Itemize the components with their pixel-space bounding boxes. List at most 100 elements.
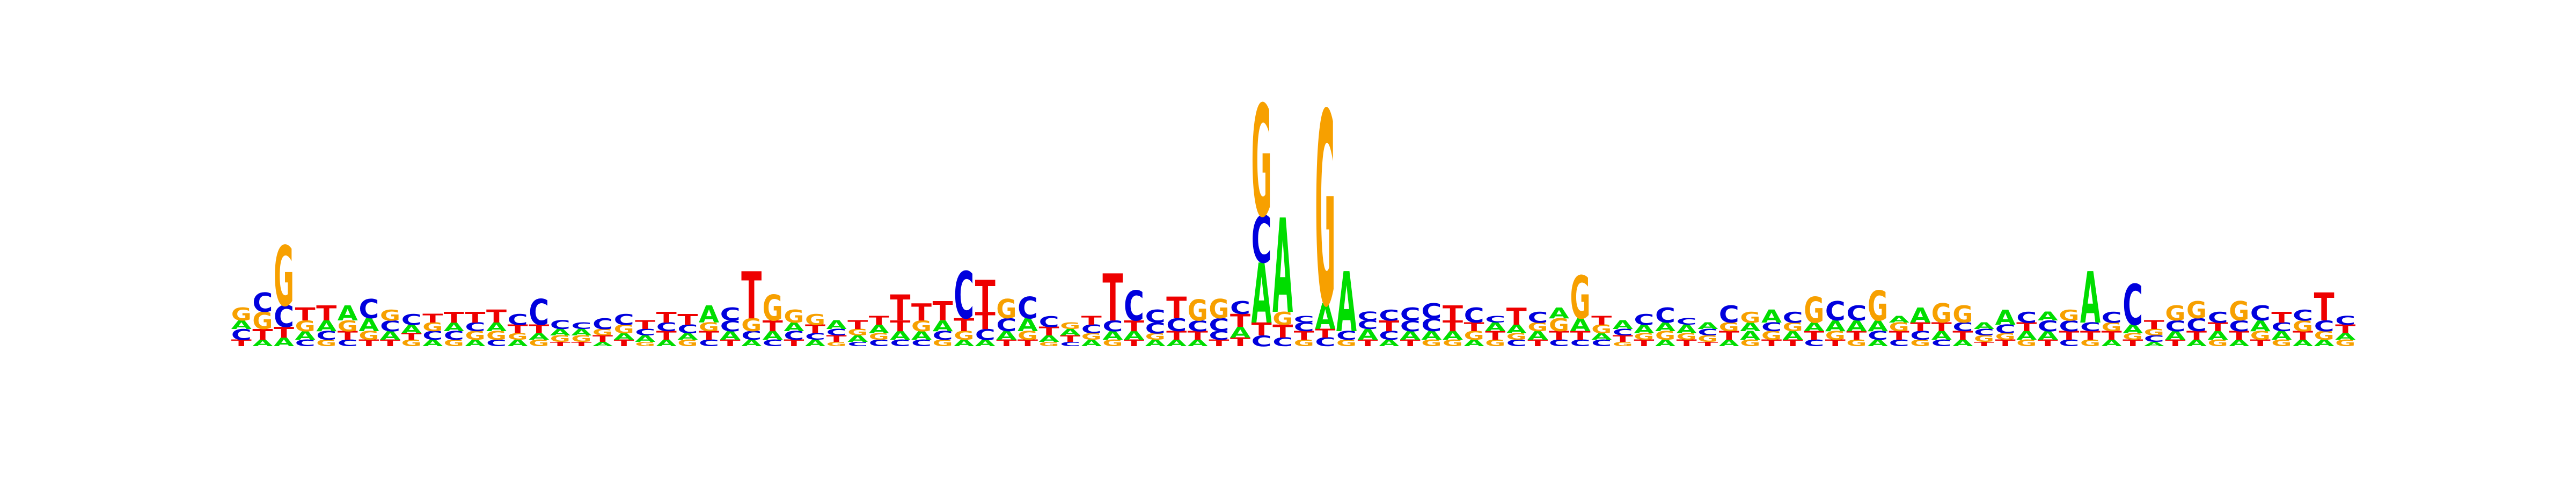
logo-letter-A-col-99: A bbox=[2314, 338, 2335, 348]
logo-letter-T-col-39: T bbox=[1039, 325, 1059, 338]
logo-letter-A-col-81: A bbox=[1931, 329, 1952, 342]
logo-letter-T-col-58: T bbox=[1443, 318, 1463, 335]
logo-letter-C-col-73: C bbox=[1761, 320, 1782, 334]
logo-letter-T-col-28: T bbox=[805, 323, 825, 336]
logo-letter-C-col-6: C bbox=[338, 338, 358, 348]
logo-letter-G-col-31: G bbox=[869, 332, 889, 342]
logo-letter-A-col-8: A bbox=[380, 329, 401, 342]
logo-letter-C-col-81: C bbox=[1931, 338, 1952, 348]
logo-letter-T-col-43: T bbox=[1124, 318, 1144, 335]
logo-letter-A-col-68: A bbox=[1655, 320, 1676, 334]
logo-letter-T-col-31: T bbox=[869, 314, 889, 327]
logo-letter-A-col-30: A bbox=[847, 334, 868, 344]
logo-letter-C-col-97: C bbox=[2271, 320, 2292, 334]
logo-letter-C-col-33: C bbox=[911, 338, 932, 348]
logo-letter-C-col-74: C bbox=[1783, 309, 1803, 326]
logo-letter-A-col-67: A bbox=[1634, 323, 1655, 336]
logo-letter-T-col-50: T bbox=[1272, 321, 1293, 342]
logo-letter-A-col-91: A bbox=[2144, 341, 2165, 348]
logo-letter-C-col-68: C bbox=[1655, 304, 1675, 328]
logo-letter-A-col-35: A bbox=[954, 338, 975, 348]
logo-letter-G-col-10: G bbox=[422, 320, 443, 334]
logo-letter-C-col-90: C bbox=[2123, 274, 2143, 338]
logo-letter-T-col-61: T bbox=[1506, 303, 1527, 331]
logo-letter-A-col-62: A bbox=[1527, 329, 1548, 342]
logo-letter-A-col-33: A bbox=[911, 329, 932, 342]
logo-letter-C-col-57: C bbox=[1421, 315, 1441, 335]
logo-letter-C-col-20: C bbox=[635, 327, 655, 338]
logo-letter-A-col-7: A bbox=[358, 314, 379, 335]
logo-letter-A-col-40: A bbox=[1060, 327, 1081, 338]
logo-letter-A-col-93: A bbox=[2186, 338, 2207, 348]
logo-letter-A-col-54: A bbox=[1358, 326, 1378, 343]
logo-letter-A-col-72: A bbox=[1740, 320, 1761, 334]
logo-letter-A-col-11: A bbox=[444, 320, 465, 334]
logo-letter-C-col-91: C bbox=[2144, 334, 2164, 344]
logo-letter-A-col-92: A bbox=[2165, 329, 2186, 342]
logo-letter-C-col-55: C bbox=[1379, 329, 1399, 342]
logo-letter-T-col-33: T bbox=[911, 298, 932, 326]
logo-letter-C-col-22: C bbox=[677, 323, 698, 336]
logo-letter-C-col-88: C bbox=[2080, 320, 2101, 334]
logo-letter-T-col-6: T bbox=[338, 329, 358, 342]
logo-letter-G-col-13: G bbox=[486, 328, 507, 342]
logo-letter-C-col-71: C bbox=[1719, 301, 1739, 328]
logo-letter-C-col-61: C bbox=[1506, 338, 1527, 348]
logo-letter-T-col-32: T bbox=[890, 318, 910, 335]
logo-letter-T-col-5: T bbox=[316, 302, 336, 326]
logo-letter-A-col-84: A bbox=[1995, 306, 2016, 330]
logo-letter-G-col-79: G bbox=[1889, 320, 1909, 334]
logo-letter-G-col-91: G bbox=[2144, 327, 2164, 338]
logo-letter-C-col-27: C bbox=[784, 329, 804, 342]
logo-letter-A-col-76: A bbox=[1825, 318, 1846, 335]
logo-letter-C-col-54: C bbox=[1358, 310, 1378, 323]
logo-letter-A-col-60: A bbox=[1485, 320, 1506, 334]
logo-letter-C-col-62: C bbox=[1527, 309, 1548, 326]
logo-letter-A-col-34: A bbox=[933, 318, 953, 335]
logo-letter-T-col-42: T bbox=[1102, 261, 1123, 336]
logo-letter-T-col-1: T bbox=[231, 338, 252, 348]
logo-letter-A-col-20: A bbox=[635, 334, 656, 344]
logo-letter-G-col-12: G bbox=[465, 328, 485, 342]
logo-letter-T-col-86: T bbox=[2038, 338, 2058, 348]
logo-letter-G-col-73: G bbox=[1761, 328, 1782, 342]
logo-letter-A-col-49: A bbox=[1252, 246, 1272, 342]
logo-letter-T-col-11: T bbox=[444, 309, 464, 326]
logo-letter-C-col-64: C bbox=[1570, 338, 1591, 348]
logo-letter-T-col-38: T bbox=[1018, 338, 1038, 348]
logo-letter-T-col-7: T bbox=[358, 338, 379, 348]
logo-letter-G-col-5: G bbox=[316, 338, 336, 348]
logo-letter-T-col-88: T bbox=[2080, 329, 2101, 342]
logo-letter-A-col-69: A bbox=[1677, 323, 1697, 336]
logo-letter-T-col-41: T bbox=[1081, 314, 1102, 327]
logo-letter-G-col-50: G bbox=[1272, 309, 1293, 330]
logo-letter-G-col-58: G bbox=[1443, 338, 1463, 348]
logo-letter-C-col-38: C bbox=[1018, 291, 1038, 326]
logo-letter-C-col-4: C bbox=[295, 338, 316, 348]
logo-letter-C-col-70: C bbox=[1697, 327, 1718, 338]
logo-letter-G-col-7: G bbox=[358, 328, 379, 342]
logo-letter-C-col-89: C bbox=[2102, 309, 2122, 326]
logo-letter-T-col-89: T bbox=[2102, 329, 2122, 342]
logo-letter-A-col-77: A bbox=[1846, 318, 1867, 335]
logo-letter-T-col-37: T bbox=[996, 338, 1016, 348]
logo-letter-T-col-34: T bbox=[933, 296, 953, 327]
logo-letter-C-col-39: C bbox=[1039, 313, 1059, 331]
logo-letter-C-col-30: C bbox=[847, 341, 868, 348]
logo-letter-T-col-14: T bbox=[508, 323, 528, 336]
logo-letter-A-col-90: A bbox=[2123, 323, 2143, 336]
logo-letter-G-col-14: G bbox=[508, 332, 528, 342]
logo-letter-T-col-59: T bbox=[1464, 320, 1484, 334]
logo-letter-T-col-17: T bbox=[571, 341, 592, 348]
logo-letter-G-col-30: G bbox=[847, 327, 868, 338]
logo-letter-G-col-96: G bbox=[2250, 328, 2271, 342]
logo-letter-G-col-3: G bbox=[274, 229, 294, 325]
logo-letter-C-col-82: C bbox=[1952, 320, 1973, 334]
logo-letter-C-col-80: C bbox=[1910, 329, 1930, 342]
logo-letter-C-col-37: C bbox=[996, 315, 1016, 335]
logo-letter-C-col-15: C bbox=[529, 292, 549, 333]
logo-letter-G-col-20: G bbox=[635, 341, 655, 348]
logo-letter-T-col-47: T bbox=[1209, 338, 1229, 348]
logo-letter-C-col-57: C bbox=[1421, 299, 1441, 324]
